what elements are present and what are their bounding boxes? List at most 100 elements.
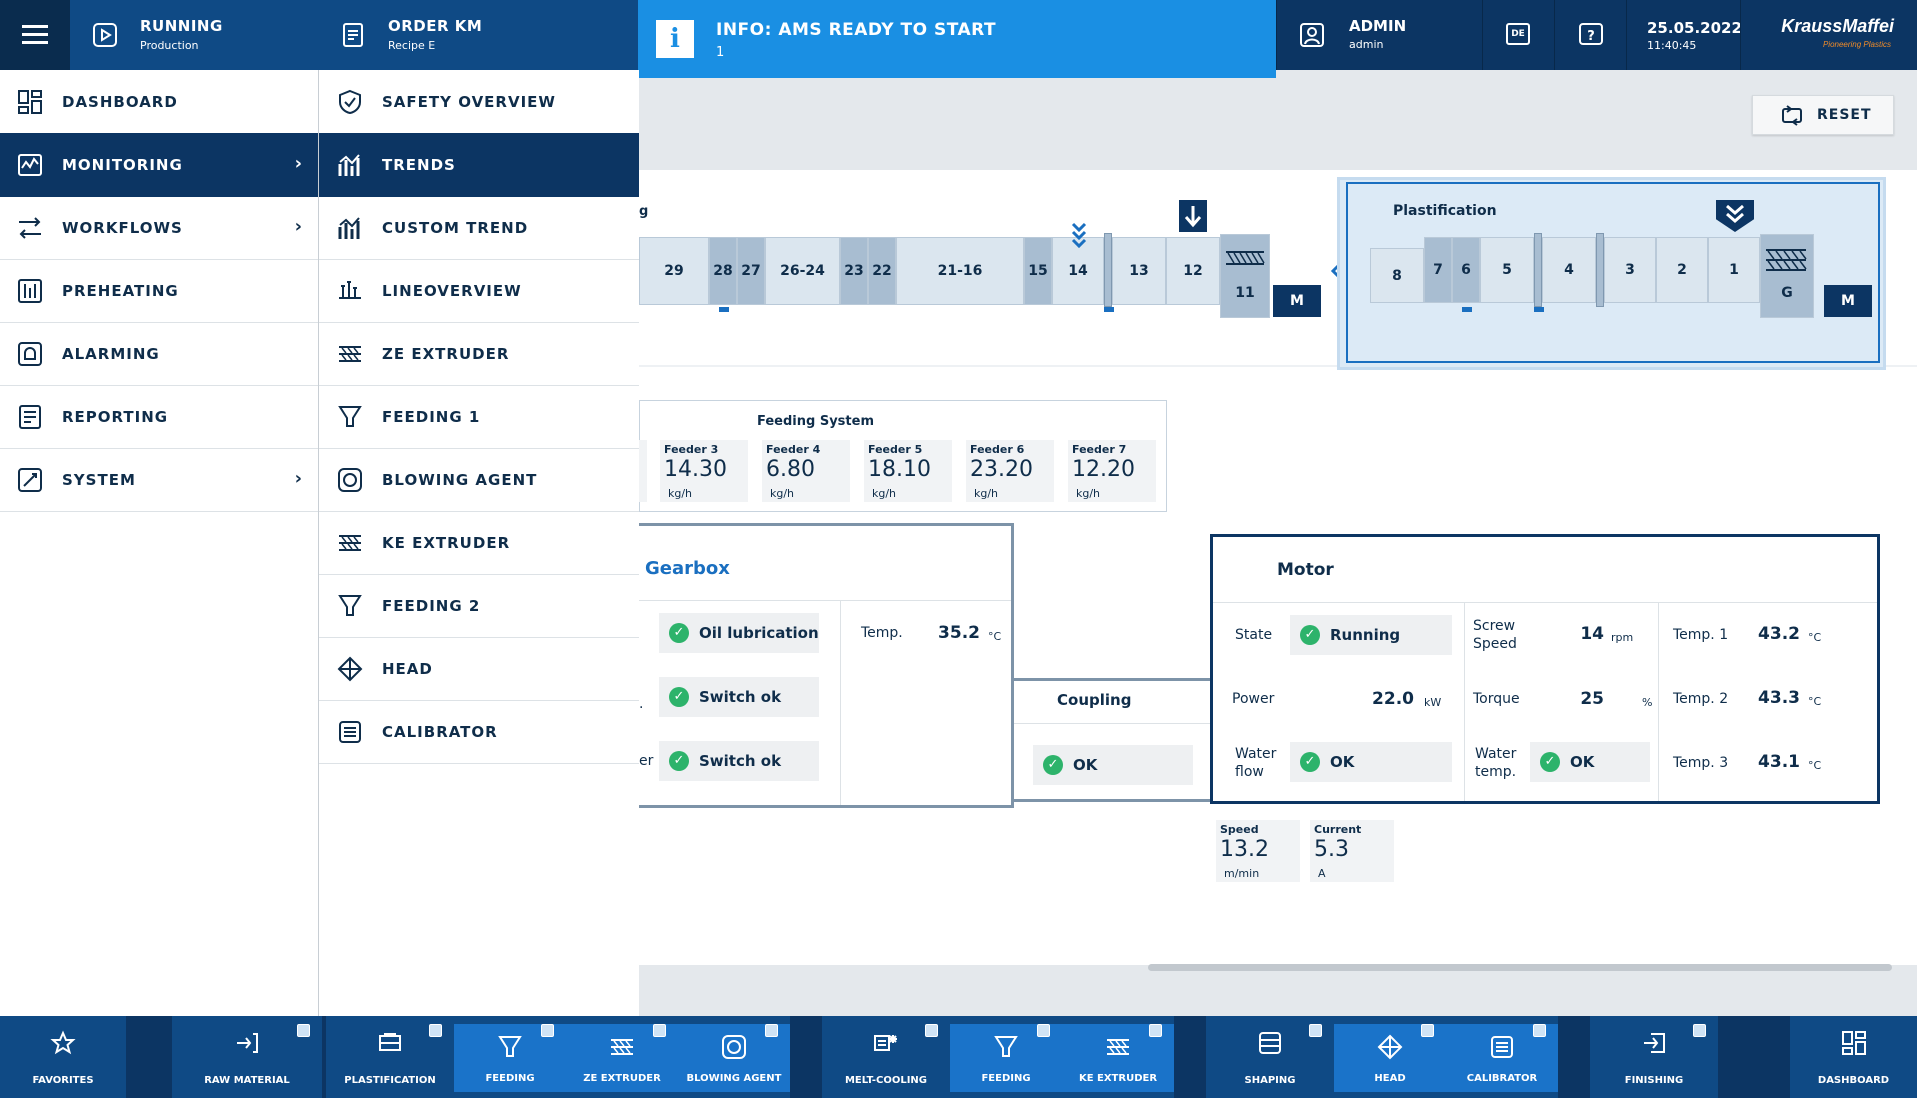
submenu-item-ke-extruder[interactable]: KE EXTRUDER (319, 511, 639, 575)
nav-raw-material[interactable]: RAW MATERIAL (172, 1016, 322, 1098)
submenu-item-custom-trend[interactable]: CUSTOM TREND (319, 196, 639, 260)
calibrator-icon (1491, 1036, 1513, 1058)
horizontal-scrollbar[interactable] (1148, 964, 1892, 971)
nav-favorites[interactable]: FAVORITES (0, 1016, 126, 1098)
favorite-toggle[interactable] (1421, 1024, 1434, 1037)
nav-shaping[interactable]: SHAPING (1206, 1016, 1334, 1098)
user-button[interactable]: ADMIN admin (1276, 0, 1483, 70)
submenu-item-calibrator[interactable]: CALIBRATOR (319, 700, 639, 764)
favorite-toggle[interactable] (297, 1024, 310, 1037)
user-role: ADMIN (1349, 17, 1407, 35)
submenu-item-blowing-agent[interactable]: BLOWING AGENT (319, 448, 639, 512)
nav-finishing[interactable]: FINISHING (1590, 1016, 1718, 1098)
datetime: 25.05.2022 11:40:45 (1626, 0, 1742, 70)
nav-feeding-2[interactable]: FEEDING (950, 1024, 1062, 1092)
nav-plastification[interactable]: PLASTIFICATION (326, 1016, 454, 1098)
zone-28[interactable]: 28 (709, 237, 737, 305)
zone-5[interactable]: 5 (1480, 237, 1534, 303)
feeder-card[interactable]: Feeder 6 23.20 kg/h (966, 440, 1054, 502)
zone-13[interactable]: 13 (1112, 237, 1166, 305)
favorite-toggle[interactable] (1533, 1024, 1546, 1037)
divider (1213, 602, 1877, 603)
star-icon (50, 1030, 76, 1055)
speed-card[interactable]: Speed 13.2 m/min (1216, 820, 1300, 882)
favorite-toggle[interactable] (925, 1024, 938, 1037)
recipe-name: Recipe E (388, 39, 436, 52)
plastification-icon (379, 1033, 401, 1051)
zone-7[interactable]: 7 (1424, 237, 1452, 303)
zone-21-16[interactable]: 21-16 (896, 237, 1024, 305)
zone-4[interactable]: 4 (1542, 237, 1596, 303)
submenu-item-trends[interactable]: TRENDS (319, 133, 639, 197)
nav-melt-cooling[interactable]: MELT-COOLING (822, 1016, 950, 1098)
zone-26-24[interactable]: 26-24 (765, 237, 840, 305)
order-button[interactable]: ORDER KM Recipe E (318, 0, 639, 70)
submenu-item-feeding-2[interactable]: FEEDING 2 (319, 574, 639, 638)
info-banner[interactable]: i INFO: AMS READY TO START 1 (638, 0, 1276, 78)
motor-block-left[interactable]: M (1273, 285, 1321, 317)
menu-item-workflows[interactable]: WORKFLOWS › (0, 196, 318, 260)
menu-item-dashboard[interactable]: DASHBOARD (0, 70, 318, 134)
zone-14[interactable]: 14 (1052, 237, 1104, 305)
zone-27[interactable]: 27 (737, 237, 765, 305)
water-temp-label: Water temp. (1475, 746, 1517, 780)
custom-trend-icon (338, 217, 360, 239)
favorite-toggle[interactable] (1037, 1024, 1050, 1037)
menu-item-monitoring[interactable]: MONITORING › (0, 133, 318, 197)
nav-dashboard[interactable]: DASHBOARD (1790, 1016, 1917, 1098)
nav-ke-extruder[interactable]: KE EXTRUDER (1062, 1024, 1174, 1092)
submenu-item-lineoverview[interactable]: LINEOVERVIEW (319, 259, 639, 323)
zone-8[interactable]: 8 (1370, 248, 1424, 303)
submenu-item-feeding-1[interactable]: FEEDING 1 (319, 385, 639, 449)
submenu-item-ze-extruder[interactable]: ZE EXTRUDER (319, 322, 639, 386)
zone-2[interactable]: 2 (1656, 237, 1708, 303)
zone-29[interactable]: 29 (639, 237, 709, 305)
finishing-icon (1644, 1033, 1665, 1053)
language-button[interactable]: DE (1482, 0, 1555, 70)
zone-1[interactable]: 1 (1708, 237, 1760, 303)
favorite-toggle[interactable] (1693, 1024, 1706, 1037)
hamburger-menu-button[interactable] (0, 0, 70, 70)
favorite-toggle[interactable] (765, 1024, 778, 1037)
feeder-card[interactable]: Feeder 4 6.80 kg/h (762, 440, 850, 502)
machine-status-button[interactable]: RUNNING Production (70, 0, 319, 70)
submenu-item-safety-overview[interactable]: SAFETY OVERVIEW (319, 70, 639, 134)
favorite-toggle[interactable] (541, 1024, 554, 1037)
zone-3[interactable]: 3 (1604, 237, 1656, 303)
nav-spacer (1718, 1016, 1790, 1098)
nav-feeding[interactable]: FEEDING (454, 1024, 566, 1092)
torque-unit: % (1642, 696, 1653, 709)
menu-item-alarming[interactable]: ALARMING (0, 322, 318, 386)
menu-item-preheating[interactable]: PREHEATING (0, 259, 318, 323)
menu-item-system[interactable]: SYSTEM › (0, 448, 318, 512)
favorite-toggle[interactable] (1309, 1024, 1322, 1037)
machine-mode: Production (140, 39, 199, 52)
nav-head[interactable]: HEAD (1334, 1024, 1446, 1092)
zone-15[interactable]: 15 (1024, 237, 1052, 305)
zone-12[interactable]: 12 (1166, 237, 1220, 305)
chevron-right-icon: › (294, 216, 302, 237)
brand-logo: KraussMaffei Pioneering Plastics (1740, 0, 1917, 70)
nav-ze-extruder[interactable]: ZE EXTRUDER (566, 1024, 678, 1092)
help-button[interactable]: ? (1554, 0, 1627, 70)
favorite-toggle[interactable] (429, 1024, 442, 1037)
temp3-unit: °C (1808, 759, 1822, 772)
motor-block-right[interactable]: M (1824, 285, 1872, 317)
feeder-card[interactable]: Feeder 5 18.10 kg/h (864, 440, 952, 502)
feeder-card[interactable]: Feeder 3 14.30 kg/h (660, 440, 748, 502)
zone-gearbox[interactable]: G (1760, 234, 1814, 318)
zone-23[interactable]: 23 (840, 237, 868, 305)
zone-6[interactable]: 6 (1452, 237, 1480, 303)
zone-22[interactable]: 22 (868, 237, 896, 305)
favorite-toggle[interactable] (653, 1024, 666, 1037)
favorite-toggle[interactable] (1149, 1024, 1162, 1037)
plastification-title: Plastification (1393, 203, 1497, 219)
menu-item-reporting[interactable]: REPORTING (0, 385, 318, 449)
nav-blowing-agent[interactable]: BLOWING AGENT (678, 1024, 790, 1092)
current-card[interactable]: Current 5.3 A (1310, 820, 1394, 882)
reset-button[interactable]: RESET (1752, 95, 1894, 135)
zone-11[interactable]: 11 (1220, 234, 1270, 318)
feeder-card[interactable]: Feeder 7 12.20 kg/h (1068, 440, 1156, 502)
submenu-item-head[interactable]: HEAD (319, 637, 639, 701)
nav-calibrator[interactable]: CALIBRATOR (1446, 1024, 1558, 1092)
